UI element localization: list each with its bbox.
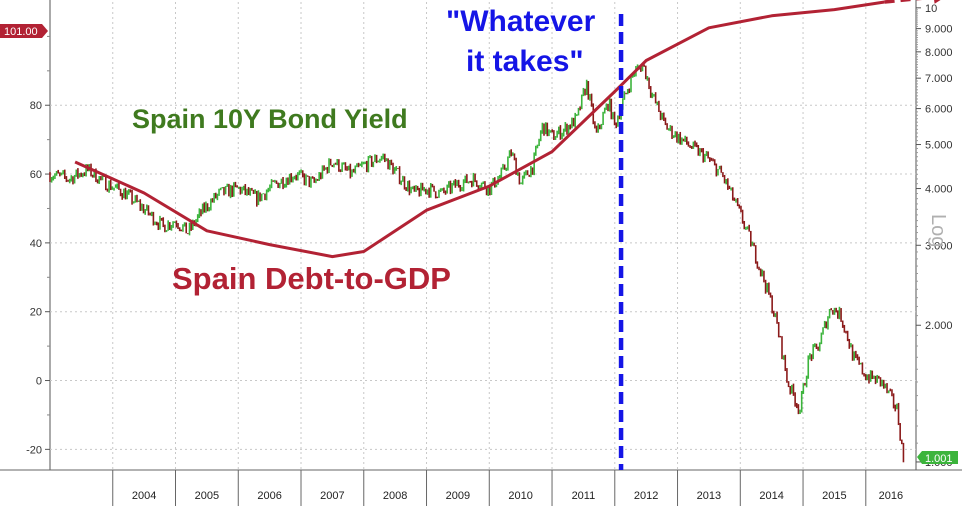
left-tick-label: -20: [26, 444, 42, 456]
whatever-annotation-line2: it takes": [466, 45, 584, 78]
right-tick-label: 10: [925, 3, 937, 15]
x-tick-label: 2014: [759, 490, 783, 502]
left-tick-label: 0: [36, 376, 42, 388]
x-tick-label: 2013: [697, 490, 721, 502]
right-tick-label: 9.000: [925, 24, 953, 36]
debt-annotation: Spain Debt-to-GDP: [172, 261, 451, 296]
right-tick-label: 3.000: [925, 240, 953, 252]
log-scale-label: Log: [927, 214, 949, 247]
x-tick-label: 2006: [257, 490, 281, 502]
debt-series-line: [74, 0, 885, 259]
yield-last-value-tag: 1.001: [917, 451, 958, 465]
x-tick-label: 2004: [132, 490, 156, 502]
debt-projection-arrowhead: [934, 0, 941, 4]
x-tick-label: 2011: [572, 490, 596, 502]
yield-annotation: Spain 10Y Bond Yield: [132, 104, 408, 134]
yield-last-value-tag-shape: [917, 451, 958, 464]
debt-last-value-tag-text: 101.00: [4, 26, 38, 38]
x-tick-label: 2009: [446, 490, 470, 502]
x-tick-label: 2005: [195, 490, 219, 502]
x-axis: 2004 2005 2006 2007 2008 2009 2010 2011 2012 2013…: [0, 469, 962, 506]
right-tick-label: 6.000: [925, 104, 953, 116]
debt-projection-line: [884, 0, 923, 4]
left-tick-label: 80: [30, 100, 42, 112]
series-layer: [49, 0, 941, 470]
debt-last-value-tag-shape: [0, 24, 48, 38]
x-tick-label: 2015: [822, 490, 846, 502]
grid: [49, 0, 917, 470]
left-tick-label: 20: [30, 307, 42, 319]
right-tick-label: 5.000: [925, 140, 953, 152]
x-tick-label: 2007: [320, 490, 344, 502]
whatever-annotation-line1: "Whatever: [446, 5, 596, 38]
left-tick-label: 60: [30, 169, 42, 181]
x-tick-label: 2010: [508, 490, 532, 502]
left-axis: 80 60 40 20 0 -20: [26, 35, 50, 456]
left-tick-label: 40: [30, 238, 42, 250]
x-tick-label: 2016: [879, 490, 903, 502]
right-tick-label: 7.000: [925, 73, 953, 85]
right-tick-label: 8.000: [925, 47, 953, 59]
right-tick-label: 2.000: [925, 320, 953, 332]
x-tick-label: 2012: [634, 490, 658, 502]
right-tick-label: 4.000: [925, 184, 953, 196]
x-tick-label: 2008: [383, 490, 407, 502]
yield-last-value-tag-text: 1.001: [925, 453, 953, 465]
debt-last-value-tag: 101.00: [0, 24, 48, 38]
